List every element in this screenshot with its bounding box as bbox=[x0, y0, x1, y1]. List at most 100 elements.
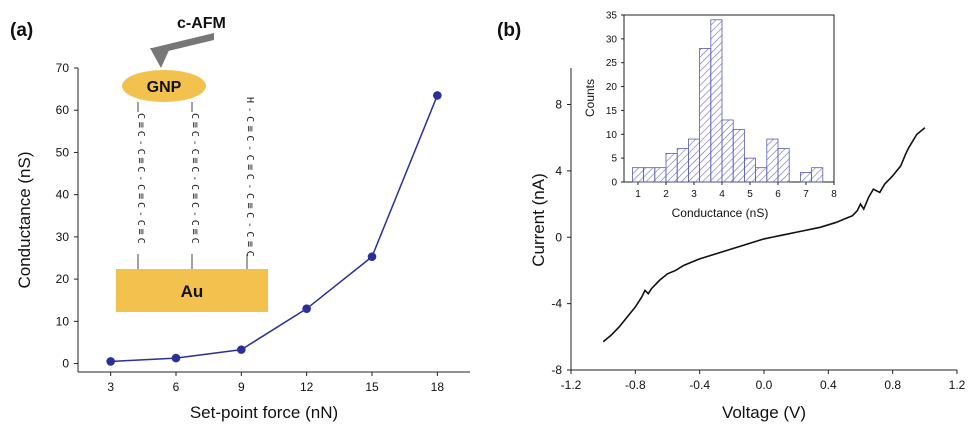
inset-y-tick-label: 35 bbox=[606, 11, 618, 22]
panel-a-y-ticks: 0 10 20 30 40 50 60 70 bbox=[56, 61, 78, 371]
chain-glyph: - bbox=[189, 175, 200, 181]
chain-glyph: - bbox=[244, 222, 255, 228]
inset-y-label: Counts bbox=[583, 79, 597, 117]
panel-b-y-tick-label: 0 bbox=[555, 230, 562, 244]
panel-a-data-point bbox=[237, 345, 246, 354]
inset-x-tick-label: 4 bbox=[719, 189, 725, 200]
panel-b-iv-curve bbox=[602, 127, 926, 343]
histogram-bar bbox=[688, 138, 701, 183]
chain-glyph: ≡ bbox=[244, 164, 255, 170]
inset-y-tick-label: 5 bbox=[611, 154, 617, 165]
chain-glyph: - bbox=[135, 211, 146, 217]
chain-glyph: C bbox=[135, 131, 146, 137]
chain-glyph: ≡ bbox=[135, 193, 146, 199]
panel-b-y-tick-label: 4 bbox=[555, 164, 562, 178]
chain-glyph: C bbox=[244, 231, 255, 237]
panel-a-x-tick-label: 3 bbox=[107, 380, 114, 394]
afm-cantilever bbox=[152, 33, 214, 52]
inset-y-tick-label: 0 bbox=[611, 178, 617, 189]
panel-a-x-tick-label: 6 bbox=[173, 380, 180, 394]
chain-glyph: - bbox=[189, 211, 200, 217]
panel-a-label: (a) bbox=[10, 20, 33, 41]
chain-glyph: C bbox=[135, 113, 146, 119]
chain-glyph: H bbox=[244, 97, 255, 103]
panel-b-y-tick-label: -4 bbox=[551, 297, 562, 311]
molecular-chains: C ≡ C - C ≡ C - C ≡ C - C ≡ C C ≡ C - C ≡ C - C ≡ C - C ≡ C H - C ≡ C - C ≡ C -… bbox=[135, 97, 255, 269]
inset-x-tick-label: 8 bbox=[831, 189, 837, 200]
chain-glyph: - bbox=[244, 145, 255, 151]
chain-glyph: C bbox=[189, 202, 200, 208]
panel-a-y-label: Conductance (nS) bbox=[15, 151, 34, 288]
histogram-bar bbox=[721, 119, 734, 183]
panel-a-data-point bbox=[106, 357, 115, 366]
panel-a-y-tick-label: 50 bbox=[56, 145, 70, 159]
chain-glyph: ≡ bbox=[135, 229, 146, 235]
histogram-bar bbox=[654, 167, 667, 183]
chain-glyph: C bbox=[244, 116, 255, 122]
chain-glyph: C bbox=[135, 184, 146, 190]
inset-y-tick-label: 25 bbox=[606, 58, 618, 69]
panel-b-x-tick-label: 0.8 bbox=[884, 378, 901, 392]
panel-a-y-tick-label: 70 bbox=[56, 61, 70, 75]
panel-b-x-tick-label: 1.2 bbox=[949, 378, 966, 392]
inset-x-tick-label: 3 bbox=[691, 189, 697, 200]
chain-glyph: C bbox=[244, 155, 255, 161]
chain-glyph: C bbox=[135, 202, 146, 208]
panel-a-y-tick-label: 0 bbox=[62, 357, 69, 371]
histogram-bar bbox=[710, 19, 723, 183]
chain-glyph: C bbox=[244, 251, 255, 257]
inset-x-label: Conductance (nS) bbox=[672, 206, 769, 220]
substrate-label: Au bbox=[181, 282, 204, 301]
chain-glyph: - bbox=[189, 140, 200, 146]
panel-a-y-tick-label: 10 bbox=[56, 314, 70, 328]
gold-nanoparticle bbox=[122, 70, 206, 102]
histogram-bar bbox=[755, 167, 768, 183]
panel-b-label: (b) bbox=[497, 20, 521, 41]
panel-b-x-tick-label: 0.4 bbox=[820, 378, 837, 392]
panel-a-y-tick-label: 30 bbox=[56, 230, 70, 244]
panel-a-x-tick-label: 15 bbox=[365, 380, 379, 394]
inset-y-tick-label: 20 bbox=[606, 82, 618, 93]
afm-tip bbox=[150, 48, 170, 68]
panel-a-data-point bbox=[171, 353, 181, 363]
histogram-bar bbox=[766, 138, 779, 183]
histogram-bar bbox=[777, 148, 790, 183]
inset-bars bbox=[632, 19, 824, 183]
chain-glyph: C bbox=[189, 166, 200, 172]
panel-a-series-line bbox=[110, 95, 439, 363]
chain-glyph: C bbox=[135, 149, 146, 155]
inset-y-ticks: 0 5 10 15 20 25 30 35 bbox=[606, 11, 624, 189]
inset-y-tick-label: 10 bbox=[606, 130, 618, 141]
conductance-histogram-inset: 1 2 3 4 5 6 7 8 0 5 10 15 20 25 30 35 Conductance (nS)… bbox=[583, 11, 837, 221]
chain-glyph: C bbox=[135, 220, 146, 226]
panel-a-data-point bbox=[302, 304, 311, 313]
panel-b-x-ticks: -1.2 -0.8 -0.4 0.0 0.4 0.8 1.2 bbox=[561, 370, 966, 392]
panel-a-points bbox=[106, 91, 442, 366]
panel-a-x-tick-label: 12 bbox=[300, 380, 314, 394]
chain-glyph: C bbox=[189, 113, 200, 119]
panel-b-x-label: Voltage (V) bbox=[722, 403, 806, 422]
chain-glyph: C bbox=[244, 174, 255, 180]
chain-glyph: - bbox=[244, 107, 255, 113]
chain-glyph: - bbox=[244, 183, 255, 189]
inset-y-tick-label: 15 bbox=[606, 106, 618, 117]
panel-a-x-ticks: 3 6 9 12 15 18 bbox=[107, 372, 444, 394]
panel-a-x-tick-label: 9 bbox=[238, 380, 245, 394]
chain-glyph: ≡ bbox=[189, 193, 200, 199]
chain-glyph: C bbox=[135, 166, 146, 172]
panel-b-y-tick-label: 8 bbox=[555, 98, 562, 112]
chain-glyph: ≡ bbox=[135, 157, 146, 163]
histogram-bar bbox=[643, 167, 656, 183]
histogram-bar bbox=[811, 167, 824, 183]
inset-x-tick-label: 7 bbox=[803, 189, 809, 200]
chain-glyph: C bbox=[189, 220, 200, 226]
panel-a-chart: 3 6 9 12 15 18 0 10 20 30 40 50 60 70 c-AFM GNP Au C… bbox=[15, 15, 470, 422]
panel-a-y-tick-label: 40 bbox=[56, 188, 70, 202]
probe-label: c-AFM bbox=[177, 15, 226, 32]
panel-b-x-tick-label: -1.2 bbox=[561, 378, 582, 392]
panel-a-y-tick-label: 20 bbox=[56, 272, 70, 286]
inset-y-tick-label: 30 bbox=[606, 34, 618, 45]
inset-x-tick-label: 6 bbox=[775, 189, 781, 200]
chain-glyph: C bbox=[244, 212, 255, 218]
chain-glyph: C bbox=[135, 238, 146, 244]
